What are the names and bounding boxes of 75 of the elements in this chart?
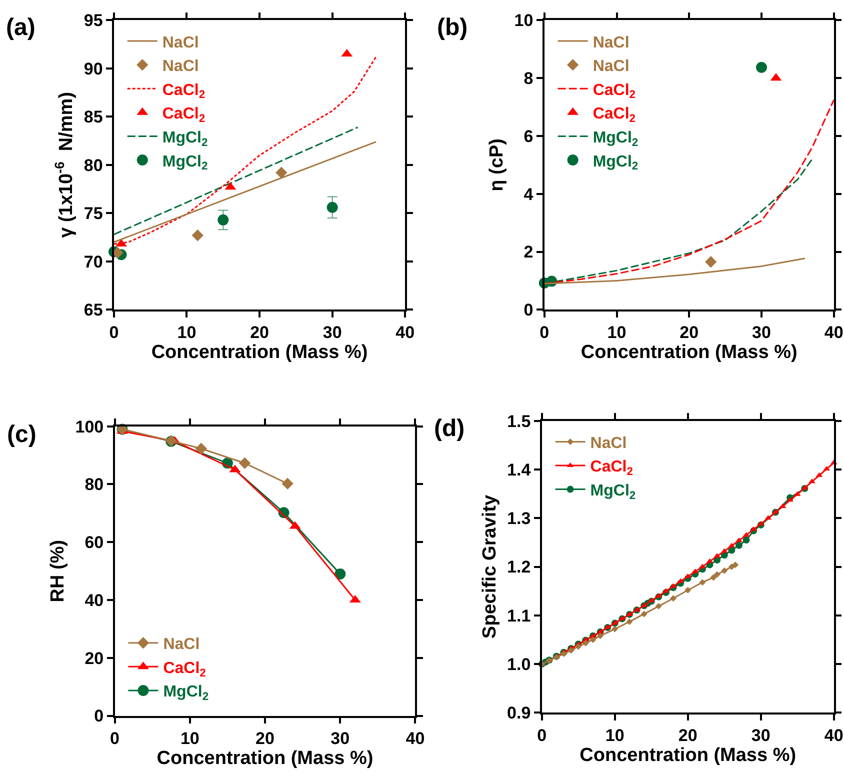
y-tick-label: 80 bbox=[84, 475, 104, 494]
chart-title: (c) bbox=[7, 421, 36, 448]
y-tick-label: 20 bbox=[84, 648, 104, 668]
x-tick-label: 30 bbox=[322, 322, 342, 342]
x-tick-label: 0 bbox=[110, 728, 120, 748]
legend-label: MgCl$_{2}$ bbox=[590, 482, 636, 502]
y-tick-label: 10 bbox=[514, 11, 534, 30]
y-tick-label: 60 bbox=[84, 533, 104, 552]
y-tick-label: 1.2 bbox=[507, 558, 531, 577]
legend-label: CaCl$_{2}$ bbox=[162, 82, 206, 102]
chart-title: (d) bbox=[434, 415, 465, 442]
y-tick-label: 1.5 bbox=[507, 412, 531, 431]
x-tick-label: 20 bbox=[680, 322, 699, 342]
x-tick-label: 40 bbox=[824, 322, 844, 342]
legend-label: NaCl bbox=[162, 58, 199, 76]
y-tick-label: 85 bbox=[84, 108, 103, 127]
x-tick-label: 40 bbox=[396, 322, 415, 342]
y-tick-label: 1.0 bbox=[507, 654, 531, 674]
x-tick-label: 30 bbox=[751, 726, 770, 745]
legend-label: CaCl$_{2}$ bbox=[592, 82, 636, 102]
legend-label: NaCl bbox=[590, 434, 627, 452]
y-tick-label: 40 bbox=[84, 590, 104, 610]
y-tick-label: 0 bbox=[524, 300, 534, 320]
legend-label: NaCl bbox=[162, 34, 199, 52]
legend-label: CaCl$_{2}$ bbox=[592, 106, 636, 126]
legend-label: NaCl bbox=[163, 636, 200, 654]
y-tick-label: 0 bbox=[94, 706, 104, 726]
y-axis-title: Specific Gravity bbox=[479, 494, 500, 639]
x-tick-label: 0 bbox=[537, 726, 547, 745]
y-axis-title: η (cP) bbox=[486, 138, 508, 192]
x-tick-label: 0 bbox=[540, 322, 550, 342]
y-tick-label: 1.4 bbox=[507, 460, 532, 480]
y-tick-label: 65 bbox=[84, 300, 103, 320]
legend-label: MgCl$_{2}$ bbox=[162, 153, 208, 173]
x-tick-label: 30 bbox=[752, 322, 771, 342]
y-tick-label: 8 bbox=[524, 69, 534, 88]
y-tick-label: 80 bbox=[84, 156, 103, 175]
x-axis-title: Concentration (Mass %) bbox=[151, 342, 368, 364]
y-axis-title: RH (%) bbox=[48, 540, 69, 602]
x-tick-label: 10 bbox=[607, 322, 626, 342]
legend-label: MgCl$_{2}$ bbox=[163, 684, 209, 704]
legend-label: CaCl$_{2}$ bbox=[162, 106, 206, 126]
legend-label: CaCl$_{2}$ bbox=[163, 660, 206, 680]
x-tick-label: 20 bbox=[678, 726, 698, 745]
y-tick-label: 4 bbox=[524, 184, 534, 204]
x-tick-label: 40 bbox=[824, 726, 844, 745]
legend-label: MgCl$_{2}$ bbox=[162, 129, 208, 149]
legend-label: MgCl$_{2}$ bbox=[592, 129, 638, 149]
x-tick-label: 20 bbox=[256, 728, 274, 748]
x-axis-title: Concentration (Mass %) bbox=[580, 342, 798, 364]
y-tick-label: 0.9 bbox=[507, 704, 531, 723]
legend-label: NaCl bbox=[592, 34, 630, 52]
chart-title: (b) bbox=[437, 14, 468, 41]
x-tick-label: 10 bbox=[605, 726, 624, 745]
y-tick-label: 2 bbox=[524, 242, 534, 262]
x-tick-label: 10 bbox=[177, 322, 196, 342]
x-tick-label: 10 bbox=[180, 728, 200, 748]
y-tick-label: 6 bbox=[524, 126, 534, 146]
y-tick-label: 1.1 bbox=[507, 606, 531, 626]
y-tick-label: 95 bbox=[84, 11, 103, 30]
legend-label: MgCl$_{2}$ bbox=[592, 153, 638, 173]
x-tick-label: 0 bbox=[109, 322, 119, 342]
x-axis-title: Concentration (Mass %) bbox=[580, 745, 796, 766]
chart-title: (a) bbox=[6, 14, 36, 41]
x-tick-label: 30 bbox=[330, 728, 350, 748]
y-tick-label: 100 bbox=[75, 417, 104, 436]
legend-label: NaCl bbox=[592, 58, 630, 76]
y-tick-label: 90 bbox=[84, 59, 103, 78]
legend-label: CaCl$_{2}$ bbox=[590, 458, 633, 478]
x-tick-label: 20 bbox=[250, 322, 269, 342]
x-axis-title: Concentration (Mass %) bbox=[156, 748, 374, 770]
y-tick-label: 1.3 bbox=[507, 509, 531, 528]
y-tick-label: 70 bbox=[84, 252, 103, 272]
x-tick-label: 40 bbox=[406, 728, 425, 748]
y-tick-label: 75 bbox=[84, 204, 103, 224]
